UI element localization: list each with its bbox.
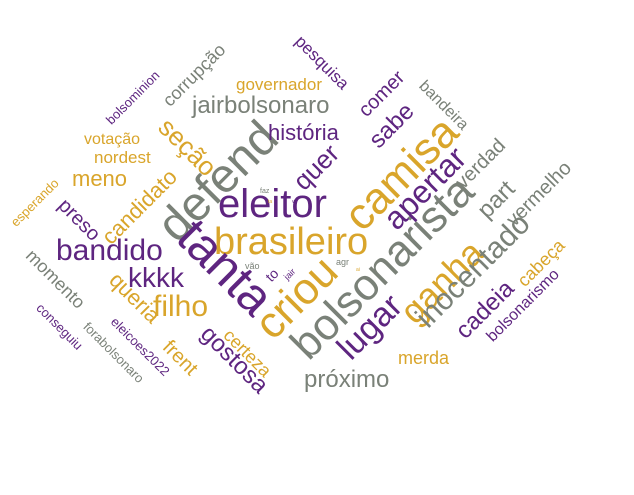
word-historia: história <box>268 120 339 145</box>
word-vao: vão <box>245 261 260 271</box>
word-proximo: próximo <box>304 366 390 393</box>
word-kkkk: kkkk <box>128 262 184 293</box>
word-tiny-3: ai <box>356 267 360 273</box>
word-bolsominion: bolsominion <box>102 67 163 128</box>
word-tiny-2: vc <box>292 199 297 205</box>
word-meno: meno <box>72 166 128 191</box>
word-filho: filho <box>153 290 209 323</box>
word-jairbolsonaro: jairbolsonaro <box>192 92 330 119</box>
word-esperando: esperando <box>7 175 62 230</box>
word-votacao: votação <box>84 131 141 148</box>
word-agr: agr <box>336 257 350 267</box>
word-faz: faz <box>260 188 270 195</box>
word-eleitor: eleitor <box>218 182 327 226</box>
word-bandido: bandido <box>56 234 163 267</box>
word-brasileiro: brasileiro <box>214 221 369 263</box>
word-governador: governador <box>236 75 323 94</box>
word-merda: merda <box>398 348 450 368</box>
word-nordest: nordest <box>94 148 151 167</box>
word-tiny-1: ta <box>268 199 273 205</box>
